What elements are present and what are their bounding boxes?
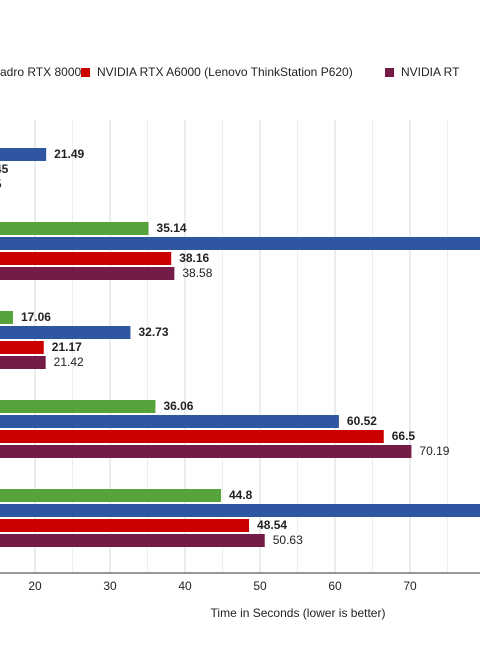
bar — [0, 222, 149, 235]
value-label: 60.52 — [347, 414, 377, 428]
value-label: 11.5 — [0, 177, 2, 191]
x-tick-label: 50 — [253, 579, 267, 593]
bar — [0, 326, 131, 339]
value-label: 50.63 — [273, 533, 303, 547]
legend-label: NVIDIA RTX A6000 (Lenovo ThinkStation P6… — [97, 65, 353, 79]
value-label: 48.54 — [257, 518, 287, 532]
value-label: 36.06 — [163, 399, 193, 413]
bar — [0, 400, 156, 413]
bar — [0, 267, 175, 280]
bar — [0, 252, 172, 265]
x-axis-label: Time in Seconds (lower is better) — [211, 606, 386, 620]
value-label: 44.8 — [229, 488, 253, 502]
value-label: 38.58 — [182, 266, 212, 280]
bars: 21.4911.4511.535.148638.1638.5817.0632.7… — [0, 147, 480, 547]
legend: adro RTX 8000 NVIDIA RTX A6000 (Lenovo Th… — [0, 65, 460, 79]
bar — [0, 237, 480, 250]
x-tick-label: 30 — [103, 579, 117, 593]
bar — [0, 489, 221, 502]
x-tick-label: 40 — [178, 579, 192, 593]
value-label: 35.14 — [157, 221, 187, 235]
value-label: 21.17 — [52, 340, 82, 354]
value-label: 32.73 — [138, 325, 168, 339]
x-tick-label: 20 — [28, 579, 42, 593]
legend-swatch — [385, 68, 394, 77]
value-label: 38.16 — [179, 251, 209, 265]
value-label: 21.42 — [54, 355, 84, 369]
value-label: 17.06 — [21, 310, 51, 324]
legend-label: NVIDIA RT — [401, 65, 460, 79]
legend-swatch — [81, 68, 90, 77]
value-label: 21.49 — [54, 147, 84, 161]
bar — [0, 311, 13, 324]
x-tick-label: 60 — [328, 579, 342, 593]
bar — [0, 504, 480, 517]
bar — [0, 445, 412, 458]
value-label: 66.5 — [392, 429, 416, 443]
bar — [0, 430, 384, 443]
bar — [0, 519, 250, 532]
bar — [0, 415, 339, 428]
value-label: 70.19 — [419, 444, 449, 458]
bar — [0, 356, 46, 369]
legend-label: adro RTX 8000 — [0, 65, 81, 79]
value-label: 11.45 — [0, 162, 9, 176]
bar — [0, 148, 47, 161]
bar — [0, 341, 44, 354]
bar — [0, 534, 265, 547]
grid: 20 30 40 50 60 70 — [28, 120, 448, 593]
x-tick-label: 70 — [403, 579, 417, 593]
